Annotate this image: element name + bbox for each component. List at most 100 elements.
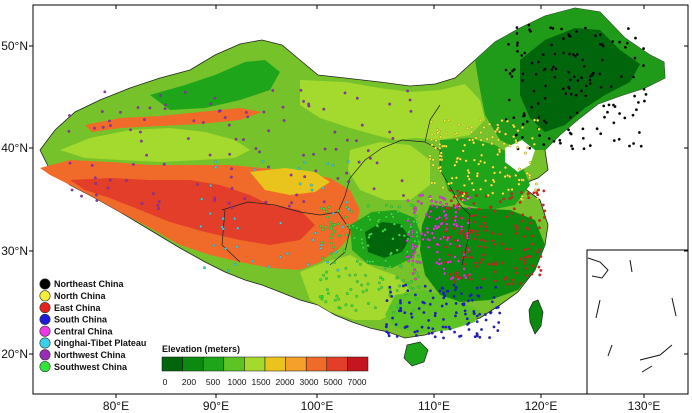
legend-swatch <box>39 313 51 325</box>
station-dot <box>452 222 456 226</box>
station-dot <box>603 115 606 119</box>
station-dot <box>620 75 623 78</box>
station-dot <box>461 194 465 198</box>
station-dot <box>388 130 392 134</box>
station-dot <box>199 224 203 228</box>
station-dot <box>348 273 352 277</box>
station-dot <box>484 318 488 322</box>
station-dot <box>446 238 449 242</box>
station-dot <box>494 130 497 133</box>
station-dot <box>642 47 645 50</box>
station-dot <box>519 257 523 261</box>
inset-islands <box>587 257 677 373</box>
station-dot <box>303 161 306 164</box>
station-dot <box>379 276 383 280</box>
station-dot <box>93 176 97 180</box>
station-dot <box>532 89 536 93</box>
station-dot <box>458 157 462 161</box>
station-dot <box>347 180 351 184</box>
legend-swatch <box>39 325 51 337</box>
station-dot <box>588 78 592 82</box>
station-dot <box>350 304 354 308</box>
station-dot <box>390 295 394 298</box>
lon-tick-label: 120°E <box>525 399 558 413</box>
station-dot <box>321 228 325 231</box>
station-dot <box>530 61 534 65</box>
elevation-colorbar: Elevation (meters) 0 200 500 1000 1500 2000 300… <box>161 344 369 387</box>
station-dot <box>95 199 99 202</box>
station-dot <box>618 112 621 115</box>
station-dot <box>229 175 233 179</box>
station-dot <box>550 43 553 47</box>
station-dot <box>562 51 566 55</box>
station-dot <box>435 205 439 209</box>
station-dot <box>411 272 415 275</box>
station-dot <box>413 244 417 248</box>
station-dot <box>443 119 447 123</box>
station-dot <box>131 162 135 166</box>
station-dot <box>444 229 448 233</box>
legend-swatch <box>39 302 51 314</box>
station-dot <box>438 195 442 199</box>
station-dot <box>514 173 518 177</box>
station-dot <box>456 207 460 211</box>
station-dot <box>403 326 407 329</box>
station-dot <box>322 207 326 211</box>
station-dot <box>537 188 540 192</box>
station-dot <box>475 320 479 324</box>
station-dot <box>427 245 431 249</box>
station-dot <box>223 116 227 119</box>
station-dot <box>515 231 518 235</box>
station-dot <box>355 96 359 100</box>
station-dot <box>366 204 370 208</box>
station-dot <box>510 282 514 286</box>
station-dot <box>538 248 541 252</box>
station-dot <box>588 144 592 148</box>
station-dot <box>451 216 455 220</box>
legend-label: Central China <box>54 326 114 336</box>
station-dot <box>482 215 486 219</box>
colorbar-swatch <box>244 356 266 372</box>
station-dot <box>434 224 438 228</box>
station-dot <box>368 218 372 222</box>
station-dot <box>466 126 469 130</box>
station-dot <box>389 305 393 309</box>
station-dot <box>504 247 508 251</box>
station-dot <box>449 242 452 246</box>
station-dot <box>467 299 470 303</box>
station-dot <box>109 124 112 127</box>
station-dot <box>523 262 526 265</box>
station-dot <box>489 311 492 315</box>
station-dot <box>498 130 502 134</box>
station-dot <box>385 203 388 207</box>
station-dot <box>491 239 495 243</box>
station-dot <box>434 146 438 150</box>
station-dot <box>319 246 323 250</box>
station-dot <box>523 258 527 262</box>
station-dot <box>430 181 434 185</box>
station-dot <box>454 206 457 210</box>
station-dot <box>428 157 432 161</box>
station-dot <box>501 261 504 265</box>
station-dot <box>476 294 480 297</box>
station-dot <box>463 143 467 147</box>
station-dot <box>504 68 508 72</box>
station-dot <box>474 261 477 265</box>
station-dot <box>201 121 205 124</box>
colorbar-swatch <box>223 356 245 372</box>
lon-tick-label: 130°E <box>628 399 661 413</box>
station-dot <box>581 127 585 131</box>
station-dot <box>288 204 291 208</box>
station-dot <box>477 162 481 166</box>
station-dot <box>228 152 232 156</box>
station-dot <box>396 210 400 214</box>
station-dot <box>330 233 334 237</box>
station-dot <box>639 144 643 148</box>
station-dot <box>514 224 517 228</box>
station-dot <box>385 299 389 303</box>
station-dot <box>482 221 486 225</box>
station-dot <box>521 135 524 139</box>
station-dot <box>159 94 163 97</box>
station-dot <box>506 119 509 123</box>
inner-mongolia-plateau <box>300 80 485 140</box>
